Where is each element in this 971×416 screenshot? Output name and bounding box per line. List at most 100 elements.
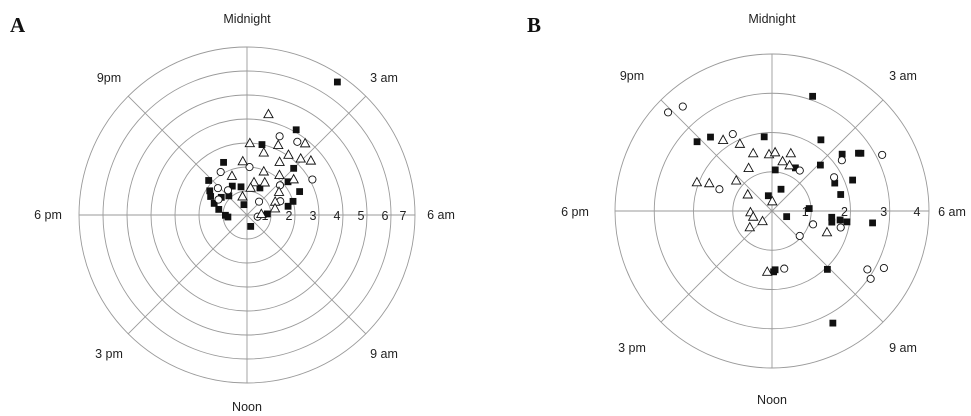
angular-label: Midnight bbox=[748, 12, 796, 26]
radial-tick-label: 1 bbox=[802, 205, 809, 219]
data-point-circle bbox=[836, 223, 845, 232]
angular-label: 3 am bbox=[370, 71, 398, 85]
angular-label: 6 am bbox=[938, 205, 966, 219]
data-point-triangle bbox=[742, 188, 754, 199]
data-point-triangle bbox=[259, 176, 271, 187]
data-point-square bbox=[258, 141, 266, 148]
data-point-triangle bbox=[245, 182, 256, 192]
radial-tick-label: 2 bbox=[841, 205, 848, 219]
data-point-square bbox=[220, 158, 227, 166]
data-point-square bbox=[764, 192, 772, 200]
data-point-square bbox=[210, 199, 218, 207]
radial-tick-label: 4 bbox=[334, 209, 341, 223]
data-point-circle bbox=[780, 264, 789, 273]
data-point-triangle bbox=[734, 138, 746, 148]
data-point-triangle bbox=[288, 173, 300, 184]
data-point-square bbox=[263, 210, 271, 218]
data-point-circle bbox=[863, 265, 872, 274]
angular-label: 9 am bbox=[370, 347, 398, 361]
grid-spoke bbox=[660, 210, 773, 323]
data-point-square bbox=[289, 197, 297, 205]
data-point-circle bbox=[293, 137, 302, 146]
data-point-square bbox=[256, 184, 264, 192]
data-point-triangle bbox=[747, 211, 759, 221]
data-point-square bbox=[783, 213, 791, 221]
data-point-square bbox=[205, 177, 213, 184]
data-point-square bbox=[805, 205, 813, 212]
angular-label: Noon bbox=[232, 400, 262, 414]
data-point-triangle bbox=[274, 156, 285, 166]
data-point-square bbox=[817, 136, 825, 144]
angular-label: 9pm bbox=[97, 71, 121, 85]
data-point-square bbox=[771, 166, 779, 174]
data-point-triangle bbox=[730, 174, 742, 185]
data-point-triangle bbox=[785, 147, 797, 158]
data-point-circle bbox=[213, 184, 222, 193]
data-point-triangle bbox=[255, 208, 267, 219]
panel-label: B bbox=[527, 13, 541, 37]
data-point-circle bbox=[795, 166, 804, 175]
data-point-square bbox=[823, 265, 831, 273]
data-point-square bbox=[828, 218, 836, 226]
data-point-square bbox=[207, 193, 215, 200]
data-point-triangle bbox=[272, 139, 284, 149]
angular-label: 6 pm bbox=[561, 205, 589, 219]
data-point-triangle bbox=[777, 155, 788, 166]
radial-tick-label: 5 bbox=[358, 209, 365, 223]
data-point-square bbox=[777, 185, 785, 193]
data-point-triangle bbox=[784, 159, 795, 170]
data-point-circle bbox=[795, 231, 804, 241]
data-point-circle bbox=[878, 150, 887, 159]
grid-spoke bbox=[127, 214, 248, 335]
data-point-triangle bbox=[295, 152, 307, 163]
data-point-triangle bbox=[273, 186, 285, 196]
data-point-square bbox=[707, 133, 714, 141]
data-point-triangle bbox=[244, 137, 256, 148]
data-point-triangle bbox=[237, 155, 249, 166]
data-point-triangle bbox=[691, 176, 703, 187]
angular-label: 9 am bbox=[889, 341, 917, 355]
data-point-square bbox=[809, 92, 817, 100]
radial-tick-label: 4 bbox=[914, 205, 921, 219]
data-point-circle bbox=[214, 195, 223, 204]
data-point-triangle bbox=[299, 137, 311, 148]
radial-tick-label: 2 bbox=[286, 209, 293, 223]
data-point-square bbox=[869, 219, 876, 227]
data-point-square bbox=[843, 218, 851, 226]
angular-label: 6 pm bbox=[34, 208, 62, 222]
angular-label: 9pm bbox=[620, 69, 644, 83]
data-point-square bbox=[693, 138, 701, 146]
data-point-square bbox=[792, 164, 799, 172]
data-point-square bbox=[831, 179, 839, 187]
data-point-triangle bbox=[821, 226, 833, 237]
polar-chart-b: B 1 2 3 4 Midnight 3 am 6 am 9 am Noon 3 pm 6 pm 9pm bbox=[527, 12, 966, 407]
radial-tick-label: 7 bbox=[400, 209, 407, 223]
data-point-circle bbox=[254, 197, 264, 206]
data-point-circle bbox=[830, 173, 839, 182]
data-point-circle bbox=[275, 181, 285, 190]
radial-tick-label: 3 bbox=[880, 205, 887, 219]
data-point-circle bbox=[809, 220, 818, 229]
data-point-triangle bbox=[744, 221, 756, 232]
data-point-triangle bbox=[226, 170, 238, 180]
data-point-square bbox=[225, 192, 233, 200]
data-point-square bbox=[817, 161, 824, 169]
data-point-square bbox=[296, 188, 304, 195]
angular-label: 3 pm bbox=[95, 347, 123, 361]
data-point-circle bbox=[275, 132, 284, 141]
data-point-triangle bbox=[743, 162, 754, 173]
data-point-square bbox=[206, 187, 214, 195]
data-point-square bbox=[228, 182, 236, 190]
data-point-circle bbox=[715, 185, 724, 194]
data-point-triangle bbox=[283, 149, 294, 159]
angular-label: Midnight bbox=[223, 12, 271, 26]
data-point-triangle bbox=[237, 190, 248, 201]
data-point-circle bbox=[308, 175, 317, 184]
data-point-triangle bbox=[717, 134, 729, 144]
data-point-circle bbox=[216, 167, 225, 177]
data-point-square bbox=[284, 178, 292, 186]
data-point-square bbox=[290, 164, 298, 172]
radial-tick-label: 6 bbox=[382, 209, 389, 223]
grid-spoke bbox=[246, 95, 367, 216]
